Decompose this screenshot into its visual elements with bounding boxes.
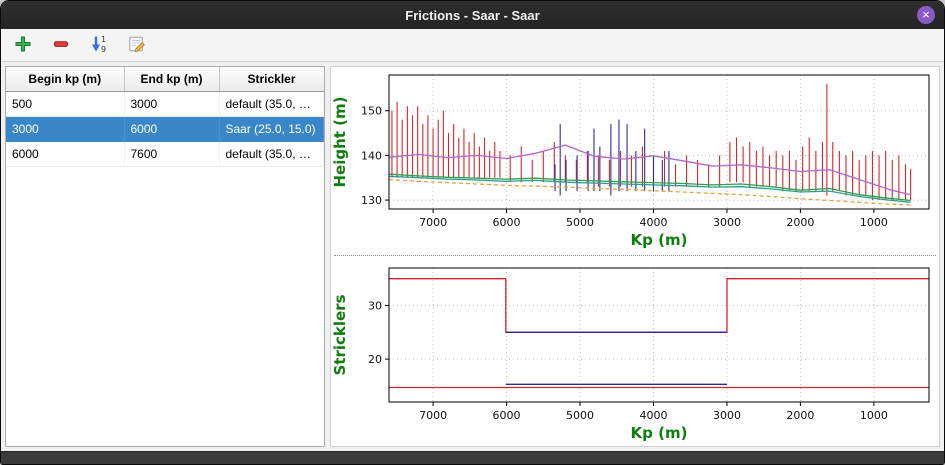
- main-content: Begin kp (m) End kp (m) Strickler 500 3000 d…: [1, 62, 944, 451]
- svg-text:130: 130: [361, 194, 382, 207]
- svg-text:7000: 7000: [419, 409, 447, 422]
- svg-text:140: 140: [361, 149, 382, 162]
- svg-text:Stricklers: Stricklers: [331, 294, 349, 375]
- column-header[interactable]: End kp (m): [124, 67, 220, 92]
- sort-button[interactable]: 1 9: [85, 32, 113, 58]
- edit-icon: [127, 34, 147, 57]
- svg-text:9: 9: [101, 45, 106, 54]
- edit-button[interactable]: [123, 32, 151, 58]
- frictions-table-panel: Begin kp (m) End kp (m) Strickler 500 3000 d…: [5, 66, 325, 447]
- toolbar: 1 9: [1, 29, 944, 62]
- svg-text:6000: 6000: [493, 409, 521, 422]
- svg-text:5000: 5000: [566, 409, 594, 422]
- table-row[interactable]: 3000 6000 Saar (25.0, 15.0): [6, 116, 324, 142]
- window-title: Frictions - Saar - Saar: [405, 7, 540, 23]
- sort-numeric-icon: 1 9: [88, 33, 110, 58]
- table-row[interactable]: 6000 7600 default (35.0, …: [6, 141, 324, 167]
- svg-text:3000: 3000: [713, 409, 741, 422]
- svg-text:Kp (m): Kp (m): [631, 424, 688, 442]
- table-cell[interactable]: default (35.0, …: [219, 141, 324, 167]
- height-profile-chart: 7000 6000 5000 4000 3000 2000 1000 130 140 150 Kp …: [331, 67, 939, 253]
- column-header[interactable]: Strickler: [219, 67, 324, 92]
- table-cell[interactable]: 500: [6, 91, 125, 117]
- window-bottom-edge: [1, 451, 944, 464]
- svg-text:20: 20: [368, 353, 382, 366]
- svg-text:1: 1: [101, 35, 106, 44]
- close-icon: ×: [922, 7, 930, 22]
- svg-text:1000: 1000: [860, 409, 888, 422]
- svg-text:150: 150: [361, 105, 382, 118]
- table-cell[interactable]: 7600: [124, 141, 220, 167]
- close-button[interactable]: ×: [917, 6, 935, 24]
- svg-text:Kp (m): Kp (m): [631, 231, 688, 249]
- table-header-row: Begin kp (m) End kp (m) Strickler: [6, 67, 324, 92]
- plus-icon: [13, 34, 33, 57]
- table-cell[interactable]: 3000: [124, 91, 220, 117]
- frictions-table: Begin kp (m) End kp (m) Strickler 500 3000 d…: [6, 67, 324, 167]
- table-row[interactable]: 500 3000 default (35.0, …: [6, 91, 324, 117]
- svg-text:6000: 6000: [493, 216, 521, 229]
- svg-text:Height (m): Height (m): [331, 96, 349, 187]
- charts-panel: 7000 6000 5000 4000 3000 2000 1000 130 140 150 Kp …: [330, 66, 940, 447]
- table-cell[interactable]: default (35.0, …: [219, 91, 324, 117]
- svg-text:5000: 5000: [566, 216, 594, 229]
- table-body: 500 3000 default (35.0, … 3000 6000 Saar (25.…: [6, 91, 324, 167]
- svg-text:7000: 7000: [419, 216, 447, 229]
- table-cell[interactable]: Saar (25.0, 15.0): [219, 116, 324, 142]
- svg-text:3000: 3000: [713, 216, 741, 229]
- svg-text:2000: 2000: [786, 216, 814, 229]
- column-header[interactable]: Begin kp (m): [6, 67, 125, 92]
- svg-text:4000: 4000: [639, 216, 667, 229]
- remove-row-button[interactable]: [47, 32, 75, 58]
- table-cell[interactable]: 6000: [6, 141, 125, 167]
- svg-text:4000: 4000: [639, 409, 667, 422]
- svg-text:2000: 2000: [786, 409, 814, 422]
- stricklers-chart: 7000 6000 5000 4000 3000 2000 1000 20 30 Kp (m) St…: [331, 260, 939, 446]
- minus-icon: [51, 34, 71, 57]
- svg-text:30: 30: [368, 300, 382, 313]
- table-cell[interactable]: 6000: [124, 116, 220, 142]
- titlebar[interactable]: Frictions - Saar - Saar ×: [1, 1, 944, 29]
- table-cell[interactable]: 3000: [6, 116, 125, 142]
- chart-splitter-handle[interactable]: [334, 255, 936, 260]
- svg-text:1000: 1000: [860, 216, 888, 229]
- add-row-button[interactable]: [9, 32, 37, 58]
